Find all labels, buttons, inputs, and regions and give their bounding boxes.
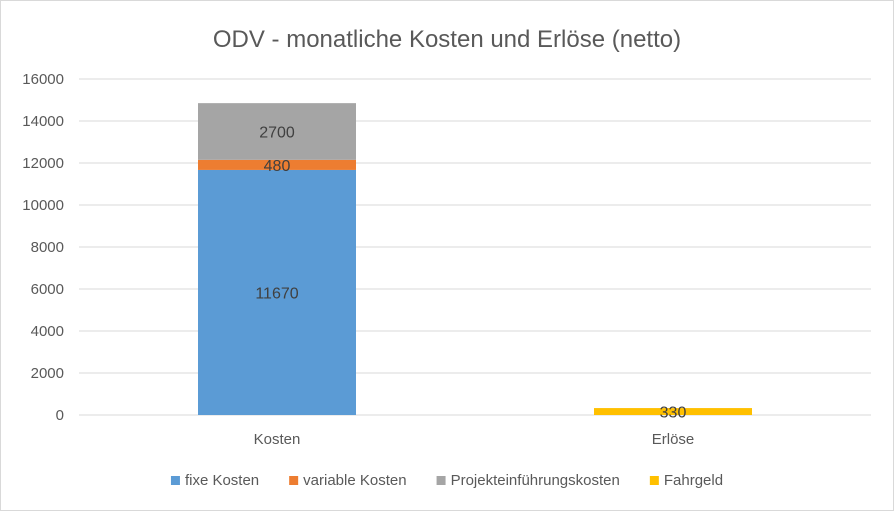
y-tick-label: 8000 bbox=[31, 239, 64, 256]
y-tick-label: 10000 bbox=[22, 197, 64, 214]
y-tick-label: 12000 bbox=[22, 155, 64, 172]
legend-label: fixe Kosten bbox=[185, 472, 259, 489]
y-tick-label: 0 bbox=[56, 407, 64, 424]
data-label: 2700 bbox=[259, 125, 295, 142]
data-label: 480 bbox=[264, 158, 291, 175]
legend-label: Fahrgeld bbox=[664, 472, 723, 489]
legend-item: variable Kosten bbox=[289, 472, 407, 489]
data-label: 330 bbox=[660, 405, 687, 422]
legend-swatch bbox=[289, 476, 299, 485]
y-tick-label: 4000 bbox=[31, 323, 64, 340]
x-axis-categories: Kosten Erlöse bbox=[254, 431, 695, 448]
legend-label: variable Kosten bbox=[303, 472, 406, 489]
bar-segment bbox=[198, 159, 356, 170]
bar-segment bbox=[198, 169, 356, 415]
data-label: 11670 bbox=[255, 285, 298, 302]
legend-item: Fahrgeld bbox=[649, 472, 723, 489]
legend-swatch bbox=[170, 476, 180, 485]
legend: fixe Kosten variable Kosten Projekteinführ… bbox=[170, 472, 723, 489]
bars bbox=[198, 103, 752, 415]
legend-label: Projekteinführungskosten bbox=[451, 472, 620, 489]
legend-swatch bbox=[436, 476, 446, 485]
chart-title: ODV - monatliche Kosten und Erlöse (nett… bbox=[213, 26, 681, 53]
legend-item: Projekteinführungskosten bbox=[436, 472, 620, 489]
bar-segment bbox=[594, 408, 752, 415]
category-label: Erlöse bbox=[652, 431, 695, 448]
y-tick-label: 14000 bbox=[22, 113, 64, 130]
bar-segment bbox=[198, 103, 356, 160]
y-tick-label: 2000 bbox=[31, 365, 64, 382]
legend-item: fixe Kosten bbox=[170, 472, 259, 489]
data-labels: 11670 480 2700 330 bbox=[255, 125, 686, 422]
category-label: Kosten bbox=[254, 431, 301, 448]
legend-swatch bbox=[649, 476, 659, 485]
y-tick-label: 16000 bbox=[22, 71, 64, 88]
y-axis-ticks: 0 2000 4000 6000 8000 10000 12000 14000 16000 bbox=[22, 71, 64, 424]
gridlines bbox=[79, 78, 871, 416]
y-tick-label: 6000 bbox=[31, 281, 64, 298]
